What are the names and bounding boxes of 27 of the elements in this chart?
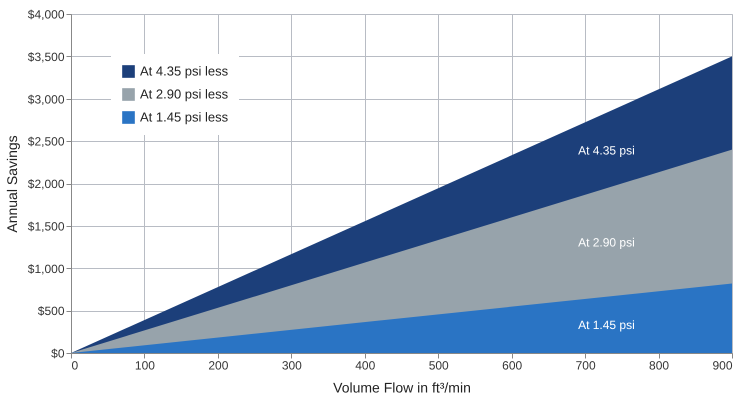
y-tick-label: $3,500: [28, 50, 65, 64]
y-tick-label: $4,000: [28, 8, 65, 22]
x-tick-label: 700: [576, 358, 596, 372]
y-tick-label: $500: [38, 304, 65, 318]
y-tick-label: $2,500: [28, 134, 65, 149]
y-axis-title: Annual Savings: [4, 135, 20, 233]
x-tick-label: 100: [134, 358, 156, 372]
annotation: At 2.90 psi: [578, 235, 635, 250]
x-tick-label: 300: [282, 358, 302, 372]
legend-label: At 2.90 psi less: [140, 86, 229, 102]
x-tick-label: 200: [208, 358, 229, 372]
annotation: At 4.35 psi: [578, 143, 635, 158]
y-tick-label: $3,000: [28, 92, 65, 106]
legend-label: At 1.45 psi less: [140, 110, 229, 124]
y-tick-label: $0: [51, 346, 65, 360]
y-tick-label: $1,500: [28, 219, 65, 234]
x-tick-label: 600: [502, 358, 522, 372]
annotation: At 1.45 psi: [578, 318, 635, 332]
x-tick-label: 400: [355, 358, 376, 372]
x-tick-label: 900: [712, 358, 733, 372]
y-tick-label: $2,000: [28, 177, 65, 191]
x-tick-label: 500: [428, 358, 450, 372]
x-axis-title: Volume Flow in ft³/min: [333, 380, 471, 396]
y-tick-label: $1,000: [28, 262, 65, 276]
x-tick-label: 0: [72, 358, 78, 372]
legend-label: At 4.35 psi less: [140, 64, 229, 78]
x-tick-label: 800: [649, 358, 670, 372]
